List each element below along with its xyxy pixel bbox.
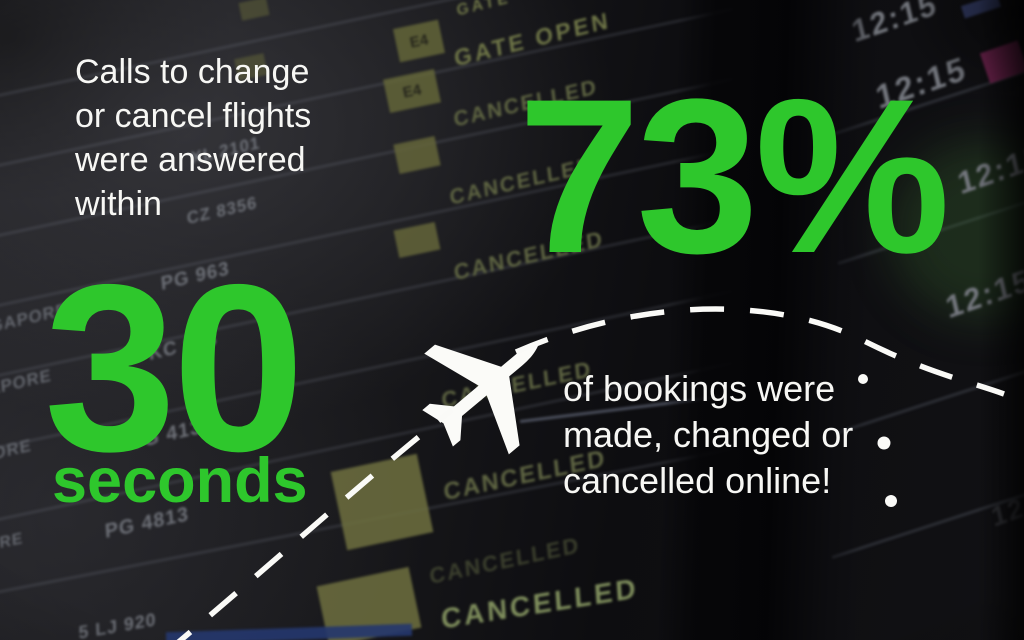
bookings-text: of bookings were made, changed or cancel…: [563, 366, 853, 504]
intro-text: Calls to change or cancel flights were a…: [75, 50, 311, 226]
stat-73-value: 73%: [518, 53, 950, 299]
intro-line: or cancel flights: [75, 97, 312, 135]
intro-line: Calls to change: [75, 53, 310, 91]
bookings-line: cancelled online!: [563, 460, 832, 501]
intro-line: were answered: [75, 141, 306, 179]
bookings-line: made, changed or: [563, 414, 854, 455]
intro-line: within: [75, 185, 162, 223]
stat-30-unit: seconds: [52, 446, 308, 516]
bookings-line: of bookings were: [563, 368, 836, 409]
